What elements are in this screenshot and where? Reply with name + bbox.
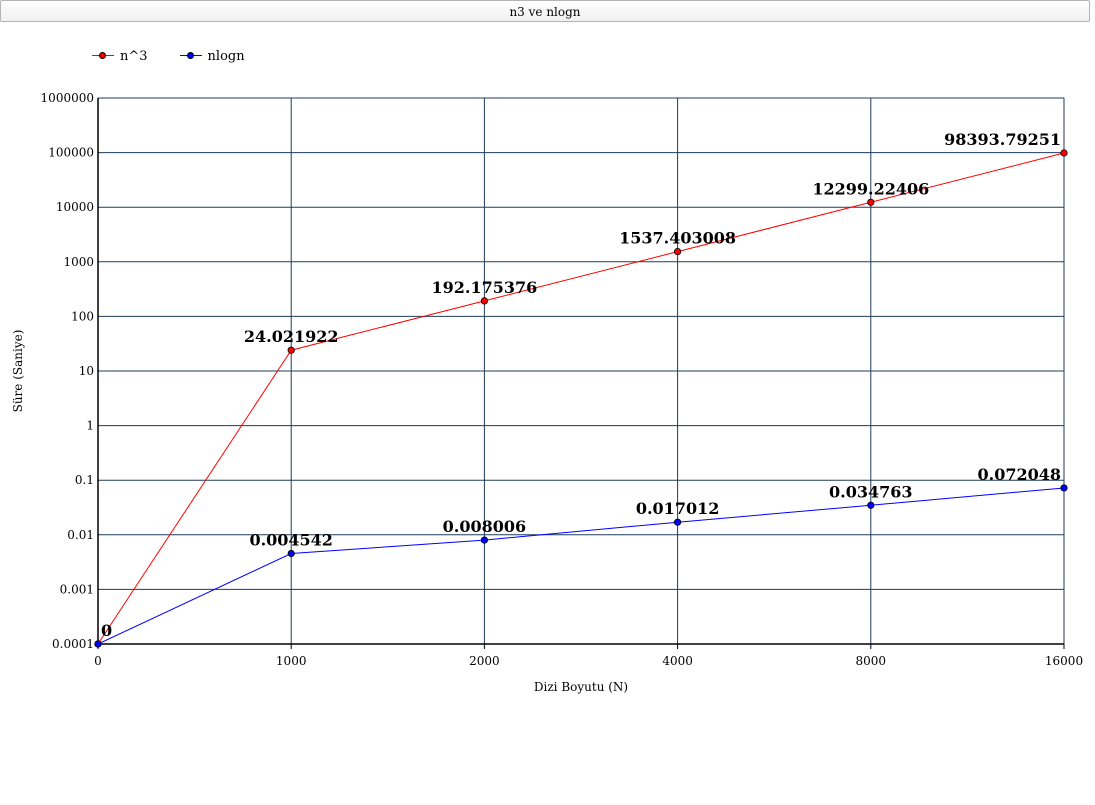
- x-axis-title: Dizi Boyutu (N): [534, 680, 628, 694]
- y-tick-label: 10000: [56, 200, 94, 214]
- legend-swatch-nlogn: [179, 51, 202, 61]
- y-tick-label: 10: [79, 364, 94, 378]
- legend-item-n3: n^3: [92, 46, 148, 66]
- y-tick-label: 0.0001: [52, 637, 94, 651]
- x-tick-label: 2000: [469, 654, 500, 668]
- data-label-n3: 12299.22406: [812, 179, 929, 198]
- data-label-n3: 1537.403008: [619, 229, 736, 248]
- data-point-n3: [673, 248, 682, 256]
- y-tick-label: 0.1: [75, 473, 94, 487]
- series-line-nlogn: [97, 487, 1065, 645]
- data-label-nlogn: 0.072048: [978, 465, 1062, 484]
- y-tick-label: 0.01: [67, 528, 94, 542]
- data-label-n3: 0: [101, 621, 112, 640]
- chart-title: n3 ve nlogn: [509, 5, 581, 19]
- data-point-nlogn: [94, 640, 102, 648]
- x-tick-label: 4000: [662, 654, 693, 668]
- y-axis-title: Süre (Saniye): [11, 330, 25, 413]
- y-tick-label: 1000: [63, 255, 94, 269]
- data-label-nlogn: 0.008006: [443, 517, 527, 536]
- legend-label-n3: n^3: [120, 48, 148, 64]
- y-tick-label: 100000: [48, 146, 94, 160]
- data-point-n3: [287, 346, 295, 354]
- data-label-n3: 98393.79251: [944, 130, 1061, 149]
- data-label-n3: 192.175376: [432, 278, 538, 297]
- series-line-n3: [97, 152, 1065, 645]
- data-point-nlogn: [673, 518, 682, 526]
- data-point-nlogn: [1060, 484, 1068, 492]
- data-labels: 0 24.021922 192.175376 1537.403008 12299.224…: [101, 130, 1061, 640]
- data-point-nlogn: [867, 501, 875, 509]
- y-tick-label: 100: [71, 309, 94, 323]
- x-tick-labels: 0 1000 2000 4000 8000 16000: [94, 654, 1083, 668]
- data-point-n3: [1060, 149, 1068, 157]
- legend-label-nlogn: nlogn: [207, 48, 245, 64]
- data-point-n3: [867, 198, 875, 206]
- data-point-nlogn: [287, 549, 295, 558]
- y-tick-label: 0.001: [60, 582, 94, 596]
- x-tick-label: 8000: [856, 654, 887, 668]
- data-point-nlogn: [480, 536, 488, 544]
- chart-title-bar: n3 ve nlogn: [0, 0, 1090, 22]
- y-tick-labels: 0.0001 0.001 0.01 0.1 1 10 100 1000 10000 100000 1…: [41, 91, 94, 651]
- legend-swatch-n3: [92, 51, 114, 61]
- data-label-nlogn: 0.017012: [636, 499, 720, 518]
- data-label-n3: 24.021922: [244, 327, 339, 346]
- series-layer: [94, 149, 1068, 648]
- y-tick-label: 1000000: [41, 91, 94, 105]
- legend: n^3 nlogn: [92, 46, 245, 66]
- x-tick-label: 16000: [1045, 654, 1083, 668]
- y-tick-label: 1: [86, 419, 94, 433]
- data-label-nlogn: 0.004542: [249, 531, 333, 550]
- grid: [97, 97, 1065, 649]
- data-point-n3: [480, 297, 488, 305]
- x-tick-label: 0: [94, 654, 102, 668]
- x-tick-label: 1000: [276, 654, 307, 668]
- legend-item-nlogn: nlogn: [179, 46, 245, 66]
- data-label-nlogn: 0.034763: [829, 482, 913, 501]
